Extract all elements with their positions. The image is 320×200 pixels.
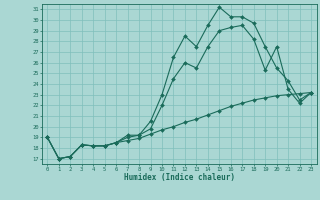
- X-axis label: Humidex (Indice chaleur): Humidex (Indice chaleur): [124, 173, 235, 182]
